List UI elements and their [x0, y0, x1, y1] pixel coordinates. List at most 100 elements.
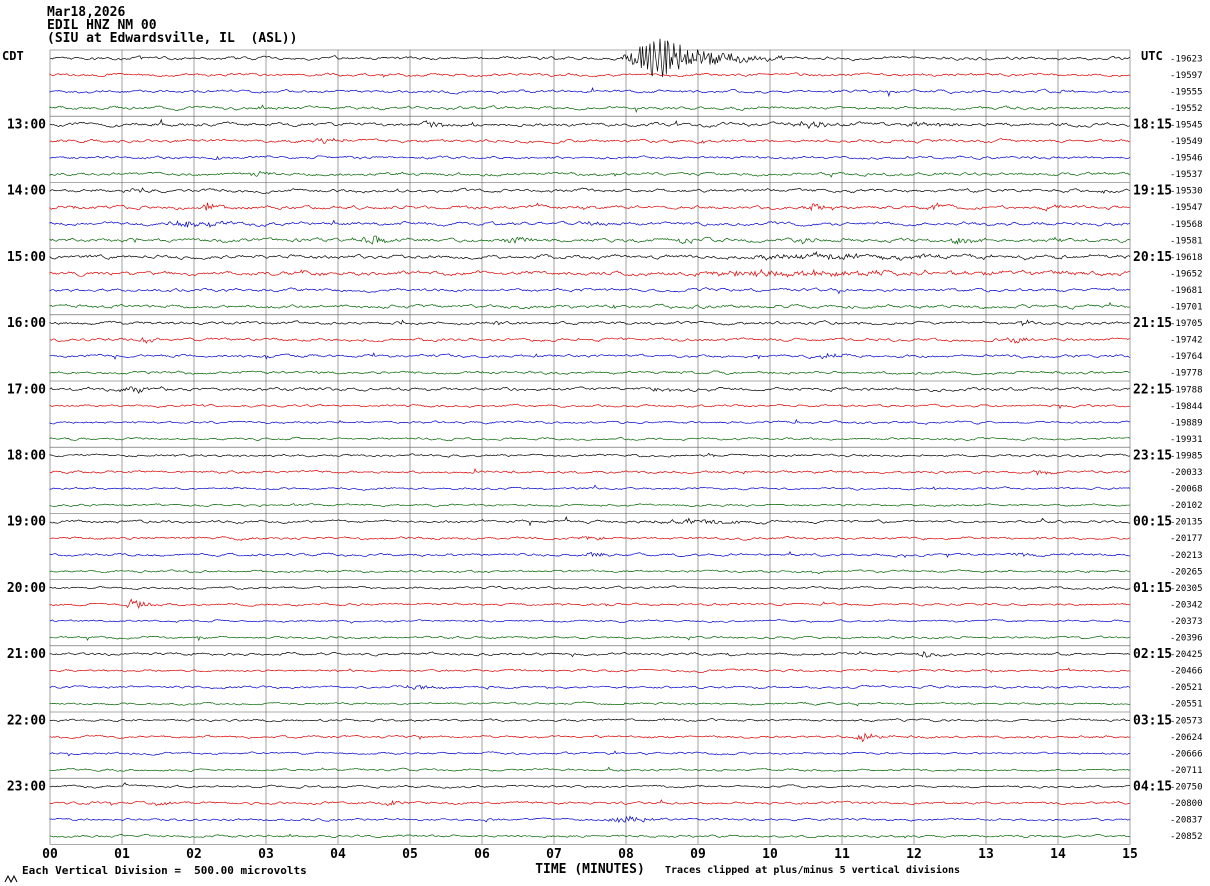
- trace-offset-label: -19623: [1170, 54, 1203, 64]
- trace-path: [50, 38, 1131, 78]
- trace-path: [49, 418, 1130, 425]
- trace-path: [49, 732, 1131, 743]
- x-tick-label: 04: [330, 847, 346, 862]
- cdt-hour-label: 20:00: [7, 581, 46, 596]
- cdt-hour-label: 14:00: [7, 184, 46, 199]
- x-tick-label: 07: [546, 847, 562, 862]
- trace-path: [49, 799, 1131, 807]
- trace-path: [49, 287, 1131, 295]
- trace-offset-label: -20551: [1170, 700, 1203, 710]
- trace-path: [49, 503, 1131, 508]
- trace-offset-label: -19549: [1170, 137, 1203, 147]
- trace-offset-label: -19530: [1170, 187, 1203, 197]
- x-tick-label: 15: [1122, 847, 1138, 862]
- utc-hour-label: 21:15: [1133, 316, 1172, 331]
- trace-path: [49, 187, 1131, 194]
- trace-offset-label: -20666: [1170, 749, 1203, 759]
- utc-hour-label: 23:15: [1133, 449, 1172, 464]
- trace-offset-label: -20265: [1170, 567, 1203, 577]
- x-tick-label: 10: [762, 847, 778, 862]
- trace-offset-label: -20711: [1170, 766, 1203, 776]
- x-tick-label: 01: [114, 847, 130, 862]
- trace-offset-label: -19681: [1170, 286, 1203, 296]
- trace-path: [49, 569, 1131, 575]
- trace-path: [49, 833, 1131, 839]
- x-tick-label: 12: [906, 847, 922, 862]
- trace-path: [49, 202, 1131, 212]
- cdt-hour-label: 18:00: [7, 449, 46, 464]
- trace-path: [49, 536, 1131, 541]
- trace-path: [49, 467, 1131, 476]
- trace-path: [49, 319, 1131, 327]
- x-tick-label: 08: [618, 847, 634, 862]
- trace-path: [49, 219, 1131, 228]
- trace-offset-label: -19742: [1170, 336, 1203, 346]
- trace-path: [49, 118, 1131, 130]
- utc-hour-label: 18:15: [1133, 118, 1172, 133]
- trace-path: [49, 137, 1130, 144]
- trace-offset-label: -19546: [1170, 154, 1203, 164]
- x-tick-label: 03: [258, 847, 274, 862]
- trace-offset-label: -19652: [1170, 269, 1203, 279]
- x-axis-title: TIME (MINUTES): [535, 862, 645, 877]
- utc-hour-label: 22:15: [1133, 382, 1172, 397]
- trace-offset-label: -19985: [1170, 452, 1203, 462]
- trace-path: [49, 370, 1131, 376]
- trace-offset-label: -20342: [1170, 600, 1203, 610]
- x-tick-label: 00: [42, 847, 58, 862]
- trace-path: [49, 667, 1131, 674]
- trace-offset-label: -19568: [1170, 220, 1203, 230]
- trace-offset-label: -19597: [1170, 71, 1203, 81]
- trace-offset-label: -20521: [1170, 683, 1203, 693]
- utc-axis-label: UTC: [1141, 49, 1163, 63]
- trace-offset-label: -20466: [1170, 667, 1203, 677]
- trace-offset-label: -19701: [1170, 303, 1203, 313]
- trace-path: [49, 782, 1131, 789]
- utc-hour-label: 01:15: [1133, 581, 1172, 596]
- x-tick-label: 02: [186, 847, 202, 862]
- trace-path: [49, 386, 1131, 394]
- utc-hour-label: 03:15: [1133, 713, 1172, 728]
- header-station: EDIL HNZ NM 00: [47, 18, 157, 33]
- trace-offset-label: -20396: [1170, 634, 1203, 644]
- cdt-hour-label: 17:00: [7, 382, 46, 397]
- trace-offset-label: -19552: [1170, 104, 1203, 114]
- utc-hour-label: 02:15: [1133, 647, 1172, 662]
- trace-offset-label: -20102: [1170, 501, 1203, 511]
- trace-path: [49, 72, 1131, 78]
- trace-offset-label: -20033: [1170, 468, 1203, 478]
- trace-path: [49, 235, 1131, 245]
- utc-hour-label: 04:15: [1133, 780, 1172, 795]
- footer-scale-note: Each Vertical Division = 500.00 microvol…: [22, 864, 307, 877]
- trace-path: [49, 452, 1131, 458]
- cdt-hour-label: 16:00: [7, 316, 46, 331]
- trace-path: [49, 701, 1131, 707]
- trace-path: [49, 585, 1131, 590]
- trace-path: [49, 436, 1131, 442]
- trace-path: [49, 815, 1131, 824]
- trace-offset-label: -19705: [1170, 319, 1203, 329]
- trace-path: [49, 684, 1131, 690]
- trace-offset-label: -20068: [1170, 485, 1203, 495]
- x-tick-label: 09: [690, 847, 706, 862]
- utc-hour-label: 20:15: [1133, 250, 1172, 265]
- utc-hour-label: 00:15: [1133, 515, 1172, 530]
- trace-path: [49, 717, 1130, 723]
- trace-offset-label: -19889: [1170, 418, 1203, 428]
- trace-offset-label: -20135: [1170, 518, 1203, 528]
- trace-path: [49, 750, 1131, 757]
- trace-offset-label: -19788: [1170, 385, 1203, 395]
- trace-offset-label: -19778: [1170, 369, 1203, 379]
- trace-path: [49, 403, 1131, 410]
- cdt-hour-label: 13:00: [7, 118, 46, 133]
- trace-offset-label: -20213: [1170, 551, 1203, 561]
- x-tick-label: 06: [474, 847, 490, 862]
- microvolt-scale-icon: [4, 874, 18, 884]
- trace-offset-label: -20573: [1170, 716, 1203, 726]
- footer-clip-note: Traces clipped at plus/minus 5 vertical …: [665, 865, 961, 876]
- trace-path: [49, 635, 1131, 642]
- trace-path: [49, 516, 1131, 527]
- trace-path: [49, 302, 1131, 310]
